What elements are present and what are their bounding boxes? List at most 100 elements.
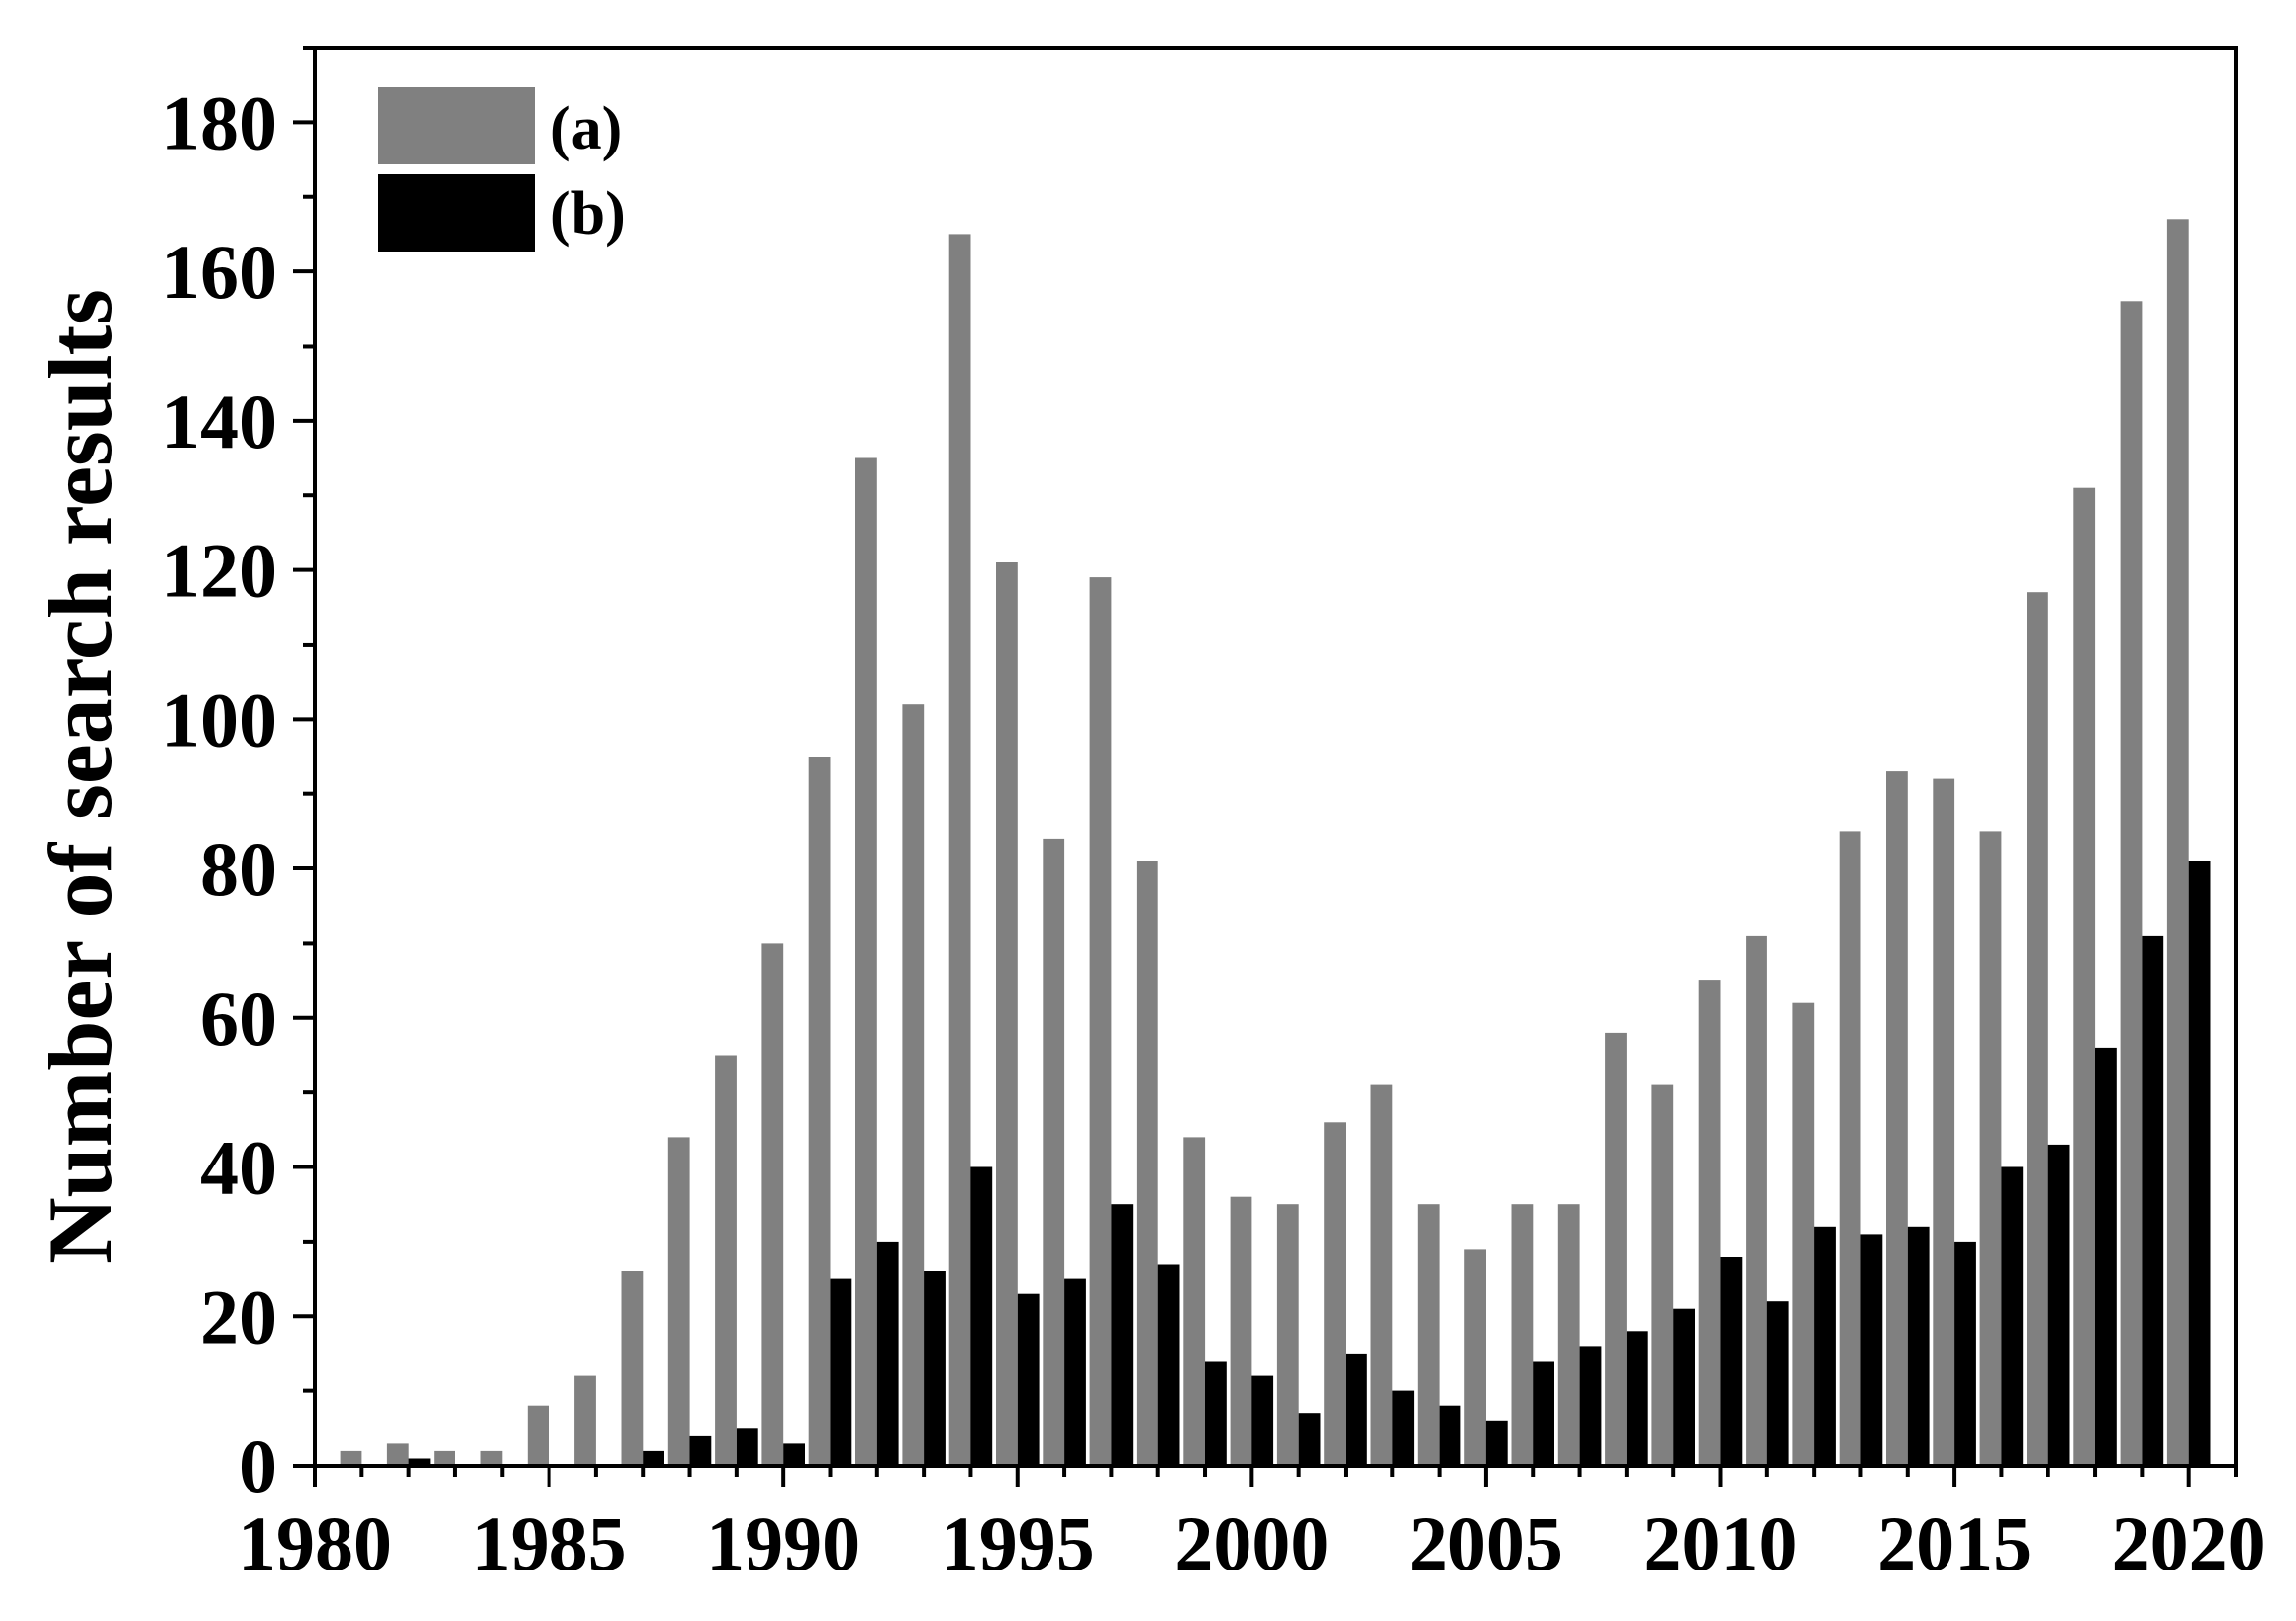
bar-b-1992 <box>876 1241 899 1466</box>
legend-swatch-a <box>378 87 535 164</box>
bar-a-2019 <box>2120 301 2143 1466</box>
x-tick-label: 1980 <box>238 1500 392 1586</box>
bar-b-2015 <box>1954 1241 1976 1466</box>
bar-a-1985 <box>527 1405 549 1466</box>
y-tick-label: 20 <box>200 1273 277 1360</box>
bar-a-1982 <box>386 1443 409 1466</box>
y-tick-label: 40 <box>200 1125 277 1211</box>
y-tick-label: 140 <box>161 378 277 464</box>
bar-a-1998 <box>1136 861 1158 1466</box>
bar-a-2015 <box>1933 778 1955 1466</box>
legend: (a) (b) <box>378 87 626 252</box>
bar-a-2004 <box>1417 1204 1440 1466</box>
legend-swatch-b <box>378 174 535 252</box>
bar-a-2020 <box>2166 219 2189 1466</box>
x-tick-label: 2020 <box>2112 1500 2266 1586</box>
bar-b-1994 <box>970 1166 993 1466</box>
bar-a-2017 <box>2027 592 2048 1466</box>
bar-b-2012 <box>1814 1226 1836 1466</box>
bar-b-2009 <box>1673 1308 1695 1466</box>
y-tick-label: 120 <box>161 528 277 614</box>
bar-b-2007 <box>1579 1346 1602 1466</box>
bar-a-1997 <box>1089 577 1112 1466</box>
bar-a-2006 <box>1511 1204 1534 1466</box>
bar-a-1992 <box>855 457 877 1466</box>
bar-b-2008 <box>1626 1331 1648 1466</box>
legend-label-b: (b) <box>550 180 626 248</box>
bar-b-2001 <box>1298 1413 1321 1466</box>
bar-b-2002 <box>1346 1353 1367 1466</box>
bar-b-1997 <box>1111 1204 1134 1466</box>
bar-a-1987 <box>621 1271 644 1466</box>
bar-b-1996 <box>1064 1278 1086 1466</box>
bar-b-2003 <box>1392 1390 1415 1466</box>
x-tick-label: 2000 <box>1174 1500 1329 1586</box>
bar-a-1991 <box>808 757 831 1466</box>
bar-b-1987 <box>643 1450 664 1466</box>
bar-b-2019 <box>2142 935 2164 1466</box>
bar-b-2005 <box>1485 1420 1508 1466</box>
series-a-bars <box>340 219 2189 1466</box>
x-tick-label: 2015 <box>1877 1500 2032 1586</box>
bar-a-2007 <box>1557 1204 1580 1466</box>
bar-b-2013 <box>1860 1234 1883 1466</box>
bar-b-1989 <box>736 1428 758 1466</box>
bar-b-2010 <box>1720 1257 1743 1466</box>
legend-label-a: (a) <box>550 95 622 162</box>
bar-a-1984 <box>480 1450 503 1466</box>
y-tick-label: 60 <box>200 975 277 1062</box>
bar-a-2011 <box>1746 935 1767 1466</box>
bar-b-1993 <box>924 1271 946 1466</box>
bar-a-1988 <box>667 1137 690 1466</box>
y-axis-title: Number of search results <box>30 289 131 1264</box>
x-tick-label: 1995 <box>941 1500 1095 1586</box>
x-axis: 1980 1985 1990 1995 2000 2005 2010 2015 2020 <box>238 1466 2266 1586</box>
plot-frame <box>313 46 2238 1468</box>
bar-a-1989 <box>715 1055 737 1466</box>
bar-a-2013 <box>1839 831 1861 1466</box>
x-tick-label: 1990 <box>706 1500 860 1586</box>
bar-b-1999 <box>1205 1361 1227 1466</box>
y-tick-label: 80 <box>200 826 277 912</box>
bar-b-1988 <box>689 1435 712 1466</box>
bar-a-1986 <box>574 1375 596 1466</box>
bar-a-1996 <box>1043 838 1065 1466</box>
bar-a-2016 <box>1979 831 2002 1466</box>
bar-a-2018 <box>2073 487 2096 1466</box>
bar-b-1991 <box>830 1278 852 1466</box>
bar-a-2000 <box>1230 1196 1252 1466</box>
bar-b-2006 <box>1533 1361 1554 1466</box>
bar-b-2020 <box>2188 861 2211 1466</box>
bar-b-1995 <box>1017 1293 1040 1466</box>
x-tick-label: 2005 <box>1409 1500 1563 1586</box>
y-tick-label: 180 <box>161 79 277 165</box>
bar-a-2009 <box>1651 1084 1674 1466</box>
bar-a-2005 <box>1464 1249 1486 1466</box>
bar-a-1994 <box>948 234 971 1466</box>
bar-b-2000 <box>1251 1375 1274 1466</box>
y-tick-label: 0 <box>239 1423 277 1509</box>
bar-b-2011 <box>1766 1301 1789 1466</box>
bar-a-2010 <box>1698 980 1721 1466</box>
y-axis: 0 20 40 60 80 100 120 140 160 180 <box>161 46 315 1509</box>
bar-b-2017 <box>2047 1144 2070 1466</box>
bar-b-2016 <box>2001 1166 2024 1466</box>
bar-b-1998 <box>1157 1264 1180 1466</box>
bar-b-1982 <box>408 1458 431 1466</box>
bar-a-2012 <box>1792 1002 1815 1466</box>
bar-a-1993 <box>902 704 925 1466</box>
y-tick-label: 100 <box>161 676 277 762</box>
bar-a-2003 <box>1370 1084 1393 1466</box>
bar-b-1990 <box>783 1443 805 1466</box>
bar-a-2014 <box>1886 771 1908 1466</box>
x-tick-label: 2010 <box>1644 1500 1798 1586</box>
bar-a-1990 <box>761 943 784 1466</box>
bar-a-2002 <box>1324 1122 1346 1466</box>
bar-b-2018 <box>2095 1047 2117 1466</box>
bar-b-2014 <box>1907 1226 1930 1466</box>
bar-a-1995 <box>996 562 1018 1466</box>
bar-b-2004 <box>1439 1405 1461 1466</box>
series-b-bars <box>408 861 2211 1466</box>
y-tick-label: 160 <box>161 229 277 315</box>
